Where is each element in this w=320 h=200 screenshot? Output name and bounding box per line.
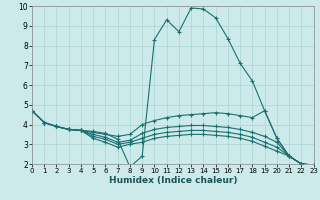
X-axis label: Humidex (Indice chaleur): Humidex (Indice chaleur) xyxy=(108,176,237,185)
